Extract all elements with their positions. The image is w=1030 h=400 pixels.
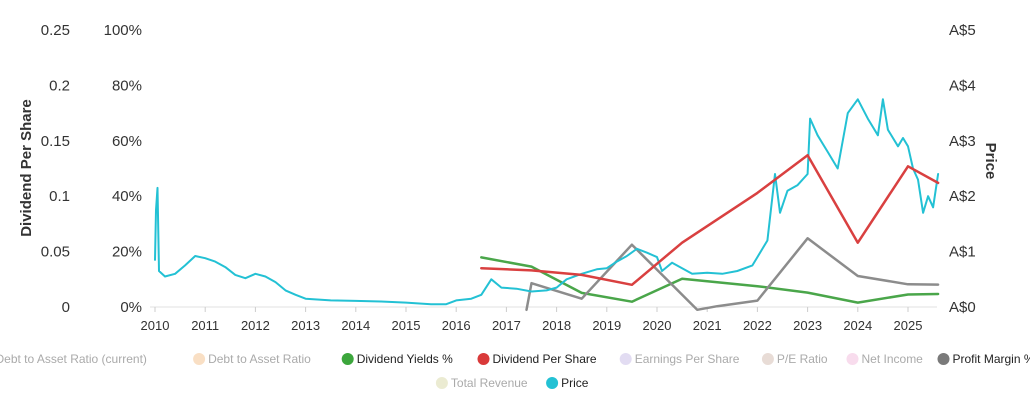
x-tick-label: 2011	[191, 318, 219, 333]
legend-marker	[477, 353, 490, 365]
x-tick-label: 2023	[793, 318, 822, 333]
x-tick-label: 2017	[492, 318, 521, 333]
y-price-tick-label: A$5	[949, 22, 976, 39]
legend-marker	[846, 353, 859, 365]
legend-item-dividend-per-share[interactable]: Dividend Per Share	[477, 352, 597, 366]
x-tick-label: 2022	[743, 318, 772, 333]
legend-label: Debt to Asset Ratio (current)	[0, 352, 147, 366]
series-line-price	[154, 98, 940, 306]
legend-label: P/E Ratio	[777, 352, 828, 366]
x-axis: 2010 2011 2012 2013 2014 2015 2016 2017 2018 2019…	[141, 307, 923, 333]
y-price-tick-label: A$3	[949, 133, 976, 150]
x-tick-label: 2010	[141, 318, 170, 333]
x-tick-label: 2024	[843, 318, 872, 333]
x-tick-label: 2020	[643, 318, 672, 333]
legend-label: Total Revenue	[451, 376, 528, 390]
legend-label: Debt to Asset Ratio	[208, 352, 311, 366]
y-dps-tick-label: 0.2	[49, 77, 70, 94]
x-tick-label: 2016	[442, 318, 471, 333]
legend-item-profit-margin[interactable]: Profit Margin %	[937, 352, 1030, 366]
y-axis-right-price: A$0 A$1 A$2 A$3 A$4 A$5	[949, 22, 976, 316]
x-tick-label: 2018	[542, 318, 571, 333]
y-dps-tick-label: 0.05	[41, 244, 70, 261]
legend-item-total-revenue[interactable]: Total Revenue	[435, 376, 528, 390]
legend-item-debt-to-asset-ratio[interactable]: Debt to Asset Ratio	[193, 352, 311, 366]
y-dps-tick-label: 0.25	[41, 22, 70, 39]
plot-area	[154, 98, 940, 312]
y-percent-tick-label: 60%	[112, 133, 142, 150]
legend-marker	[435, 377, 448, 389]
series-line-dividend-yields	[480, 256, 940, 304]
legend-item-debt-to-asset-ratio-current[interactable]: Debt to Asset Ratio (current)	[0, 352, 147, 366]
y-price-tick-label: A$1	[949, 244, 976, 261]
legend-label: Net Income	[862, 352, 924, 366]
x-tick-label: 2015	[392, 318, 421, 333]
legend-label: Profit Margin %	[953, 352, 1030, 366]
x-tick-label: 2012	[241, 318, 270, 333]
legend-item-p-e-ratio[interactable]: P/E Ratio	[761, 352, 828, 366]
y-axis-left-dps: 0 0.05 0.1 0.15 0.2 0.25	[41, 22, 70, 316]
legend-item-earnings-per-share[interactable]: Earnings Per Share	[619, 352, 740, 366]
y-axis-left-percent: 0% 20% 40% 60% 80% 100%	[104, 22, 142, 316]
series-line-dividend-per-share	[480, 153, 940, 287]
y-percent-tick-label: 80%	[112, 77, 142, 94]
x-tick-label: 2013	[291, 318, 320, 333]
x-tick-label: 2014	[341, 318, 370, 333]
y-percent-tick-label: 0%	[120, 299, 142, 316]
y-dps-tick-label: 0.15	[41, 133, 70, 150]
legend-marker	[937, 353, 950, 365]
legend-item-net-income[interactable]: Net Income	[846, 352, 924, 366]
x-tick-label: 2021	[693, 318, 722, 333]
x-tick-label: 2019	[592, 318, 621, 333]
legend-marker	[341, 353, 354, 365]
x-tick-label: 2025	[894, 318, 923, 333]
legend-label: Price	[561, 376, 589, 390]
y-percent-tick-label: 20%	[112, 244, 142, 261]
y-percent-tick-label: 100%	[104, 22, 142, 39]
legend-label: Dividend Per Share	[493, 352, 597, 366]
series-line-profit-margin	[525, 237, 940, 312]
y-price-tick-label: A$0	[949, 299, 976, 316]
legend-marker	[619, 353, 632, 365]
y-dps-tick-label: 0	[62, 299, 70, 316]
legend-marker	[546, 377, 559, 389]
legend-marker	[761, 353, 774, 365]
legend-marker	[193, 353, 206, 365]
y-axis-right-title: Price	[982, 143, 999, 180]
legend-label: Earnings Per Share	[635, 352, 740, 366]
y-price-tick-label: A$2	[949, 188, 976, 205]
y-price-tick-label: A$4	[949, 77, 976, 94]
legend-item-dividend-yields[interactable]: Dividend Yields %	[341, 352, 453, 366]
legend: Debt to Asset Ratio (current) Debt to Ass…	[0, 352, 1030, 390]
legend-item-price[interactable]: Price	[546, 376, 589, 390]
y-dps-tick-label: 0.1	[49, 188, 70, 205]
y-percent-tick-label: 40%	[112, 188, 142, 205]
y-axis-left-title: Dividend Per Share	[18, 99, 35, 237]
legend-label: Dividend Yields %	[357, 352, 453, 366]
